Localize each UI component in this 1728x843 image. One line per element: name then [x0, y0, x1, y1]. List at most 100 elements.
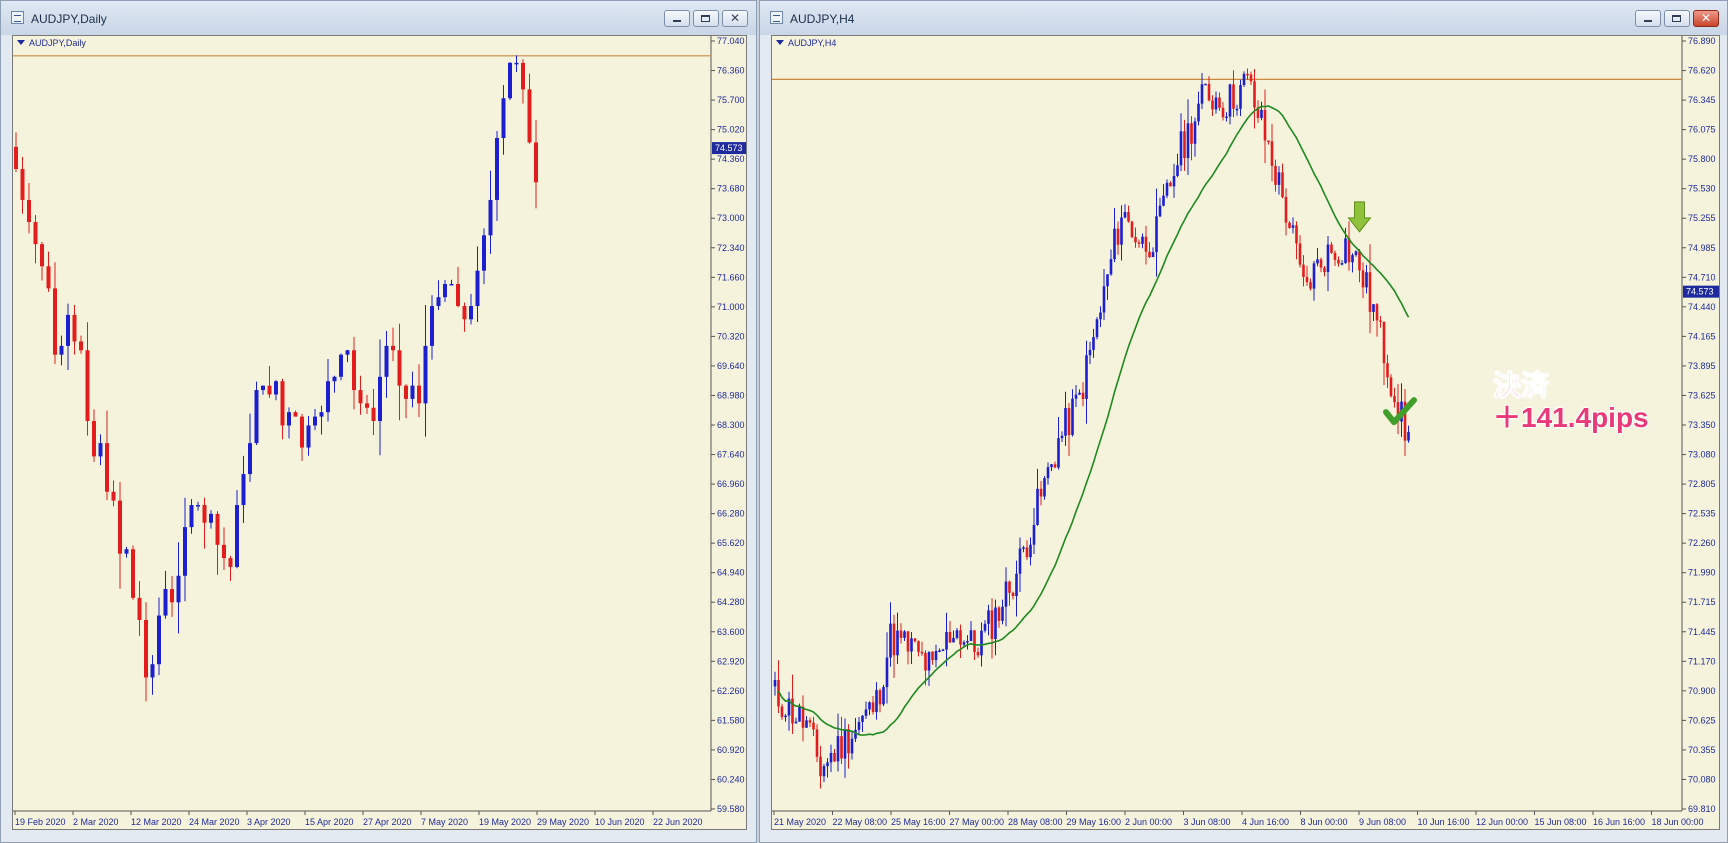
price-tick-label: 70.625: [1688, 715, 1716, 725]
price-tick-label: 75.530: [1688, 184, 1716, 194]
candle-body: [79, 341, 83, 351]
candle-body: [1347, 238, 1351, 263]
time-tick-label: 3 Apr 2020: [247, 817, 291, 827]
h4-chart[interactable]: AUDJPY,H4 76.890 76.620 76.345 76.075 75.800…: [771, 35, 1720, 830]
candle-body: [1298, 243, 1302, 265]
candle-body: [1393, 396, 1396, 403]
minimize-button[interactable]: [1635, 10, 1661, 27]
price-tick-label: 69.640: [717, 361, 745, 371]
candle-body: [1151, 252, 1155, 258]
current-price-tag: [1683, 285, 1719, 298]
h4-window[interactable]: AUDJPY,H4 ✕ AUDJPY,H4 76.890 76.620 76.345…: [759, 0, 1728, 843]
close-icon: ✕: [1700, 11, 1712, 25]
candle-body: [462, 306, 467, 320]
daily-window[interactable]: AUDJPY,Daily ✕ AUDJPY,Daily 77.040 76.360…: [0, 0, 757, 843]
candle-body: [1239, 85, 1242, 109]
candle-body: [111, 491, 116, 501]
h4-symbol-label: AUDJPY,H4: [776, 38, 836, 48]
candle-body: [280, 381, 285, 426]
candle-body: [254, 390, 259, 444]
candle-body: [1008, 581, 1011, 593]
candle-body: [1382, 321, 1386, 364]
time-tick-label: 28 May 08:00: [1008, 817, 1063, 827]
maximize-button[interactable]: [1664, 10, 1690, 27]
candle-body: [501, 98, 506, 139]
candle-body: [176, 575, 181, 603]
candle-body: [885, 657, 889, 688]
candle-body: [170, 589, 174, 603]
candle-body: [1365, 272, 1368, 288]
candle-body: [1361, 270, 1365, 288]
candle-body: [822, 766, 826, 777]
candle-body: [527, 89, 532, 143]
close-button[interactable]: ✕: [1693, 10, 1719, 27]
candle-body: [1295, 225, 1298, 244]
price-tick-label: 70.080: [1688, 774, 1716, 784]
candle-body: [488, 199, 493, 236]
candle-body: [1218, 97, 1221, 108]
candle-body: [1078, 392, 1081, 395]
candle-body: [215, 513, 220, 545]
time-tick-label: 19 May 2020: [479, 817, 531, 827]
candle-body: [33, 222, 38, 245]
maximize-icon: [701, 15, 710, 22]
candle-body: [1235, 108, 1239, 111]
candle-body: [189, 505, 194, 528]
candle-body: [1379, 320, 1382, 322]
time-tick-label: 10 Jun 2020: [595, 817, 645, 827]
price-tick-label: 71.990: [1688, 568, 1716, 578]
candle-body: [934, 650, 938, 661]
h4-chart-svg[interactable]: 76.890 76.620 76.345 76.075 75.800 75.530 75.2…: [772, 36, 1720, 830]
candle-body: [1169, 182, 1172, 187]
price-tick-label: 73.350: [1688, 420, 1716, 430]
candle-body: [1270, 141, 1274, 166]
candle-body: [98, 443, 103, 457]
candle-body: [1109, 259, 1113, 275]
close-button[interactable]: ✕: [722, 10, 748, 27]
candle-body: [495, 138, 499, 200]
time-tick-label: 29 May 16:00: [1067, 817, 1122, 827]
price-tick-label: 72.340: [717, 243, 745, 253]
candle-body: [124, 549, 129, 554]
candle-body: [118, 500, 122, 554]
candle-body: [1074, 394, 1078, 399]
candle-body: [46, 266, 51, 289]
daily-chart-svg[interactable]: 77.040 76.360 75.700 75.020 74.360 73.680 73.0…: [13, 36, 747, 830]
candle-body: [1288, 222, 1291, 228]
candle-body: [371, 407, 376, 422]
price-tick-label: 69.810: [1688, 804, 1716, 814]
candle-body: [378, 376, 382, 422]
candle-body: [1368, 272, 1372, 312]
price-tick-label: 77.040: [717, 36, 745, 46]
candle-body: [436, 297, 441, 307]
price-tick-label: 72.805: [1688, 479, 1716, 489]
maximize-button[interactable]: [693, 10, 719, 27]
candle-body: [987, 610, 990, 624]
profit-pips-label: ＋141.4pips: [1493, 402, 1649, 433]
minimize-button[interactable]: [664, 10, 690, 27]
candle-body: [423, 345, 428, 404]
candle-body: [948, 631, 952, 643]
daily-titlebar[interactable]: AUDJPY,Daily ✕: [1, 1, 756, 35]
candle-body: [27, 199, 31, 223]
price-tick-label: 64.940: [717, 568, 745, 578]
price-tick-label: 70.900: [1688, 686, 1716, 696]
h4-titlebar[interactable]: AUDJPY,H4 ✕: [760, 1, 1727, 35]
candle-body: [1137, 242, 1141, 244]
price-tick-label: 59.580: [717, 804, 745, 814]
candle-body: [157, 615, 161, 665]
candle-body: [469, 306, 473, 320]
daily-chart[interactable]: AUDJPY,Daily 77.040 76.360 75.700 75.020 74.…: [12, 35, 747, 830]
candle-body: [456, 283, 460, 307]
candle-body: [150, 664, 155, 678]
candle-body: [1004, 581, 1008, 607]
candle-body: [365, 403, 369, 408]
candle-body: [833, 753, 836, 762]
time-tick-label: 9 Jun 08:00: [1359, 817, 1406, 827]
candle-body: [875, 690, 878, 713]
candle-body: [1330, 244, 1333, 253]
candle-body: [1232, 84, 1235, 109]
candle-body: [1197, 103, 1200, 122]
candle-body: [339, 354, 343, 377]
price-tick-label: 76.345: [1688, 95, 1716, 105]
